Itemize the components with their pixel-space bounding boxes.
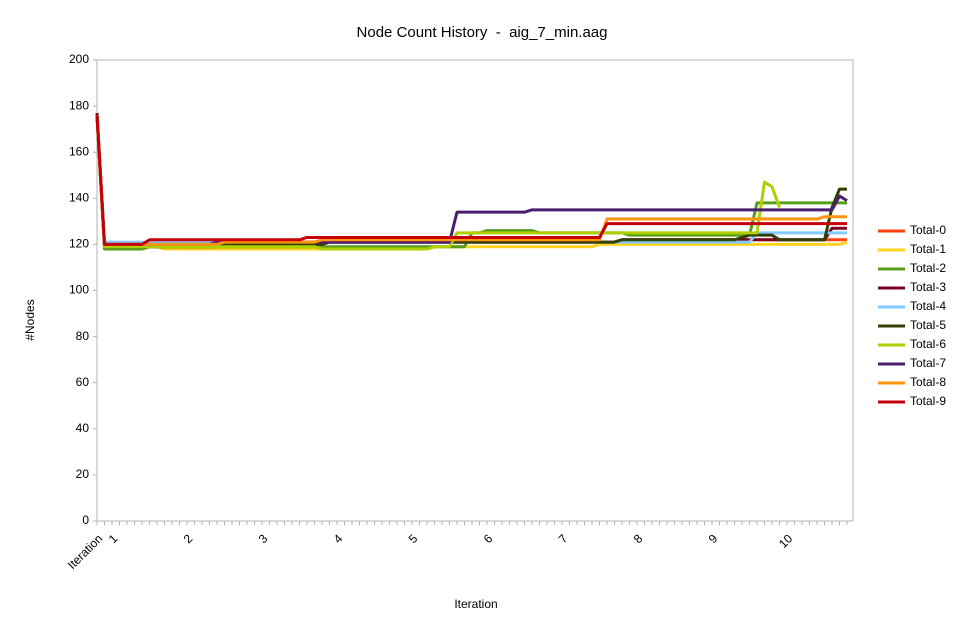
- series-line: [95, 115, 847, 249]
- legend-label: Total-8: [910, 375, 946, 389]
- series-line: [95, 115, 847, 246]
- legend-label: Total-5: [910, 318, 946, 332]
- legend-label: Total-1: [910, 242, 946, 256]
- y-tick-label: 80: [76, 329, 90, 343]
- series-line: [95, 115, 847, 246]
- legend-label: Total-3: [910, 280, 946, 294]
- legend-label: Total-0: [910, 223, 946, 237]
- legend-label: Total-6: [910, 337, 946, 351]
- legend-label: Total-2: [910, 261, 946, 275]
- chart-title: Node Count History - aig_7_min.aag: [357, 24, 608, 41]
- legend-label: Total-9: [910, 394, 946, 408]
- series-line: [95, 115, 781, 251]
- y-tick-label: 160: [69, 144, 89, 158]
- x-axis-title: Iteration: [454, 597, 497, 611]
- y-axis-title: #Nodes: [23, 299, 37, 340]
- y-tick-label: 180: [69, 98, 89, 112]
- legend-label: Total-7: [910, 356, 946, 370]
- y-tick-label: 100: [69, 283, 89, 297]
- y-tick-label: 60: [76, 375, 90, 389]
- y-tick-label: 40: [76, 421, 90, 435]
- y-tick-label: 140: [69, 190, 89, 204]
- y-tick-label: 200: [69, 52, 89, 66]
- y-tick-label: 20: [76, 467, 90, 481]
- y-tick-label: 120: [69, 237, 89, 251]
- legend-label: Total-4: [910, 299, 946, 313]
- series-line: [95, 117, 848, 251]
- y-tick-label: 0: [82, 513, 89, 527]
